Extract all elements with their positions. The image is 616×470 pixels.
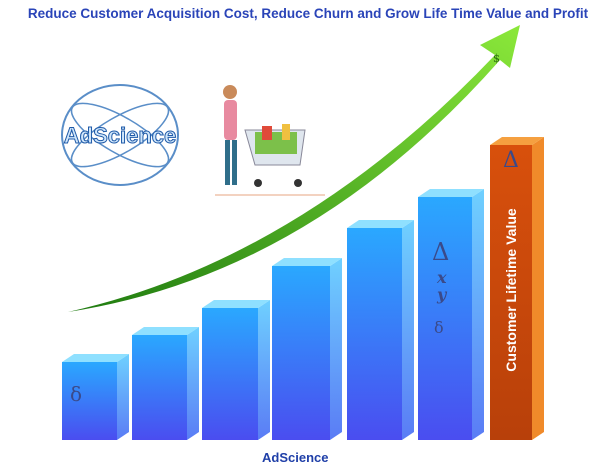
svg-text:AdScience: AdScience — [64, 123, 177, 148]
blue-bar — [272, 258, 342, 440]
shopper-with-cart-icon — [215, 85, 325, 196]
delta-symbol: δ — [434, 318, 444, 337]
orange-bar — [490, 137, 544, 440]
adscience-logo-icon: AdScience — [61, 84, 179, 186]
delta-symbol: Δ — [503, 148, 519, 173]
x-symbol: x — [437, 268, 447, 287]
dollar-icon: $ — [493, 52, 500, 65]
headline: Reduce Customer Acquisition Cost, Reduce… — [27, 6, 589, 21]
y-symbol: y — [437, 285, 447, 304]
blue-bar — [62, 354, 129, 440]
delta-symbol: δ — [70, 382, 83, 406]
blue-bar — [132, 327, 199, 440]
blue-bar — [418, 189, 484, 440]
brand-footer: AdScience — [262, 450, 329, 465]
customer-lifetime-value-label: Customer Lifetime Value — [503, 208, 519, 372]
blue-bar — [347, 220, 414, 440]
blue-bar — [202, 300, 270, 440]
delta-symbol: Δ — [432, 238, 450, 266]
